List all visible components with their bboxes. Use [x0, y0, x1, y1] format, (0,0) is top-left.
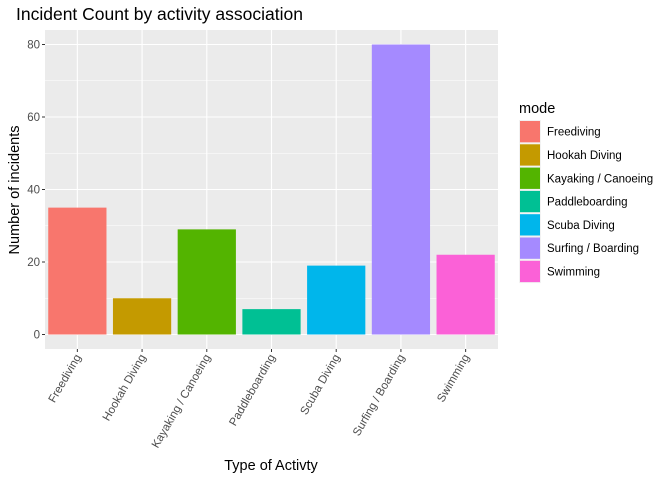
x-tick-label: Paddleboarding — [227, 353, 278, 429]
legend-label: Kayaking / Canoeing — [547, 173, 653, 185]
legend-label: Hookah Diving — [547, 150, 622, 162]
y-tick-label: 0 — [34, 330, 40, 342]
y-axis: 0 20 40 60 80 — [27, 40, 45, 342]
x-tick-label: Swimming — [435, 353, 472, 405]
x-tick-label: Hookah Diving — [101, 353, 149, 424]
bar-scuba-diving — [307, 265, 366, 335]
y-tick-label: 40 — [27, 185, 40, 197]
legend-swatch — [520, 190, 540, 213]
legend-label: Scuba Diving — [547, 220, 615, 232]
x-tick-label: Scuba Diving — [299, 353, 343, 418]
y-tick-label: 20 — [27, 257, 40, 269]
legend-label: Freediving — [547, 127, 601, 139]
x-tick-label: Kayaking / Canoeing — [150, 353, 213, 451]
bar-freediving — [48, 207, 107, 335]
legend-swatch — [520, 144, 540, 166]
y-axis-title: Number of incidents — [7, 126, 23, 255]
x-axis-title: Type of Activty — [224, 458, 318, 474]
bar-kayaking-canoeing — [177, 229, 236, 335]
legend-label: Swimming — [547, 266, 600, 278]
x-tick-label: Surfing / Boarding — [351, 353, 407, 439]
legend-swatch — [520, 214, 540, 236]
bar-swimming — [436, 254, 495, 335]
legend-label: Surfing / Boarding — [547, 243, 639, 255]
legend-swatch — [520, 167, 540, 189]
legend-swatch — [520, 260, 540, 283]
legend-swatch — [520, 121, 540, 143]
x-axis: Freediving Hookah Diving Kayaking / Canoei… — [47, 349, 472, 451]
bar-hookah-diving — [112, 298, 172, 335]
x-tick-label: Freediving — [47, 353, 84, 406]
y-tick-label: 60 — [27, 112, 40, 124]
legend-title: mode — [519, 101, 555, 117]
y-tick-label: 80 — [27, 40, 40, 52]
legend: mode Freediving Hookah Diving Kayaking / C… — [519, 101, 653, 284]
legend-label: Paddleboarding — [547, 197, 628, 209]
bar-surfing-boarding — [371, 44, 431, 335]
chart-title: Incident Count by activity association — [16, 4, 303, 24]
legend-swatch — [520, 237, 540, 259]
bar-paddleboarding — [242, 309, 301, 335]
bars — [48, 44, 495, 335]
